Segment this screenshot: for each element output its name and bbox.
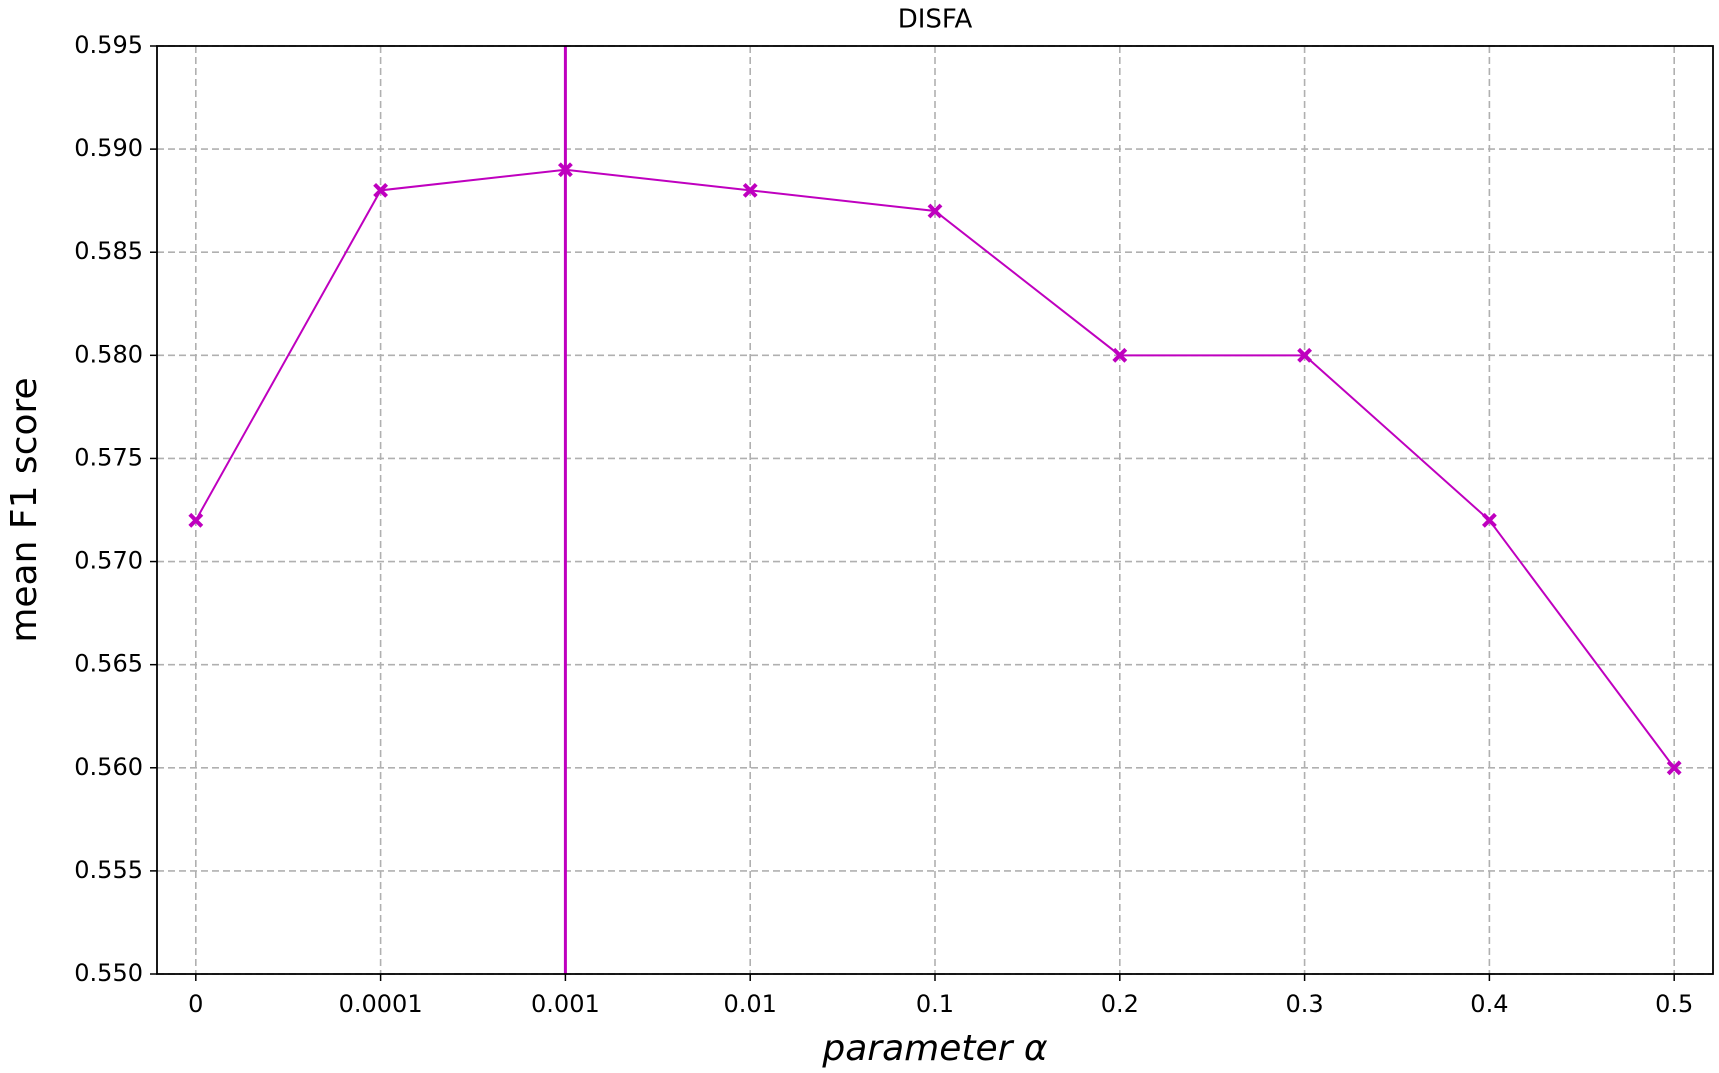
marker: [1666, 760, 1682, 776]
marker: [188, 512, 204, 528]
marker: [1481, 512, 1497, 528]
y-tick-label: 0.575: [74, 443, 143, 471]
marker: [373, 182, 389, 198]
x-tick-label: 0.5: [1655, 990, 1693, 1018]
marker: [927, 203, 943, 219]
chart-title: DISFA: [898, 5, 973, 35]
y-tick-label: 0.555: [74, 856, 143, 884]
x-tick-label: 0: [188, 990, 203, 1018]
x-tick-label: 0.1: [916, 990, 954, 1018]
y-tick-label: 0.595: [74, 31, 143, 59]
y-tick-label: 0.565: [74, 650, 143, 678]
y-axis-label: mean F1 score: [4, 377, 45, 642]
x-tick-label: 0.001: [531, 990, 600, 1018]
x-tick-label: 0.4: [1470, 990, 1508, 1018]
y-tick-label: 0.585: [74, 237, 143, 265]
plot-frame: [156, 45, 1714, 975]
y-tick-label: 0.590: [74, 134, 143, 162]
marker: [557, 162, 573, 178]
y-tick-label: 0.560: [74, 753, 143, 781]
x-tick-label: 0.01: [723, 990, 776, 1018]
marker: [742, 182, 758, 198]
x-axis-label: parameter α: [821, 1028, 1047, 1069]
x-tick-label: 0.2: [1101, 990, 1139, 1018]
marker: [1112, 347, 1128, 363]
marker: [1297, 347, 1313, 363]
x-tick-label: 0.0001: [339, 990, 423, 1018]
x-tick-label: 0.3: [1286, 990, 1324, 1018]
y-tick-label: 0.570: [74, 547, 143, 575]
y-tick-label: 0.580: [74, 340, 143, 368]
y-tick-label: 0.550: [74, 959, 143, 987]
